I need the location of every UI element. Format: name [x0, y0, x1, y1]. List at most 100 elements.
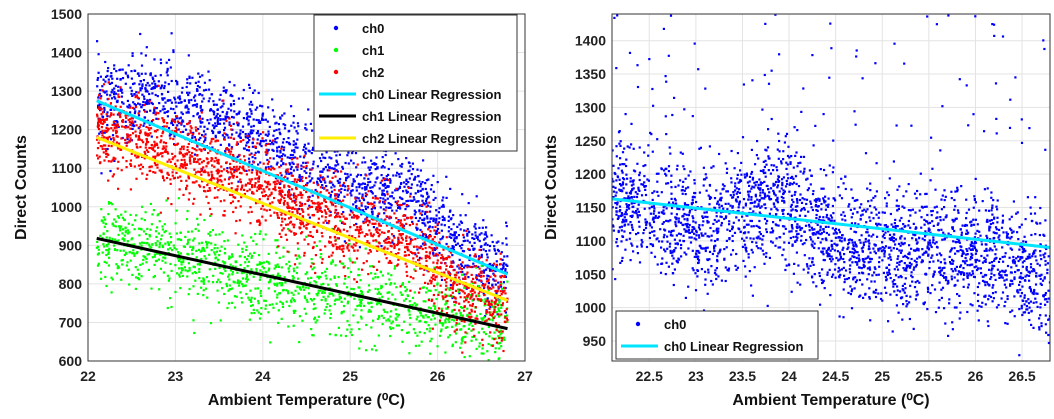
data-point-ch1 [159, 220, 161, 222]
data-point-ch1 [158, 232, 160, 234]
data-point-ch2 [236, 141, 238, 143]
data-point-ch2 [285, 224, 287, 226]
data-point-ch0 [457, 243, 459, 245]
legend-label: ch0 Linear Regression [362, 87, 501, 102]
data-point-ch0 [258, 92, 260, 94]
data-point-ch1 [370, 302, 372, 304]
data-point-ch2 [475, 295, 477, 297]
data-point-ch2 [232, 154, 234, 156]
data-point-ch2 [217, 140, 219, 142]
data-point-ch2 [414, 252, 416, 254]
data-point-ch2 [104, 148, 106, 150]
data-point-ch1 [261, 271, 263, 273]
data-point-ch2 [148, 127, 150, 129]
data-point-ch1 [405, 290, 407, 292]
data-point-ch0 [115, 85, 117, 87]
data-point-ch0 [321, 184, 323, 186]
data-point-ch0 [223, 129, 225, 131]
data-point-ch0 [137, 103, 139, 105]
data-point-ch1 [498, 357, 500, 359]
data-point-ch0 [376, 178, 378, 180]
data-point-ch1 [196, 218, 198, 220]
data-point-ch1 [200, 287, 202, 289]
data-point-ch1 [315, 281, 317, 283]
data-point-ch1 [193, 237, 195, 239]
data-point-ch1 [265, 304, 267, 306]
data-point-ch1 [442, 324, 444, 326]
data-point-ch2 [401, 242, 403, 244]
data-point-ch0 [450, 217, 452, 219]
data-point-ch2 [341, 248, 343, 250]
data-point-ch2 [117, 123, 119, 125]
data-point-ch2 [228, 178, 230, 180]
data-point-ch2 [175, 127, 177, 129]
data-point-ch0 [330, 186, 332, 188]
data-point-ch1 [398, 324, 400, 326]
data-point-ch1 [310, 277, 312, 279]
data-point-ch2 [334, 176, 336, 178]
data-point-ch0 [480, 245, 482, 247]
data-point-ch2 [430, 282, 432, 284]
data-point-ch2 [346, 194, 348, 196]
data-point-ch0 [267, 135, 269, 137]
data-point-ch2 [149, 100, 151, 102]
data-point-ch2 [339, 260, 341, 262]
data-point-ch0 [461, 244, 463, 246]
data-point-ch0 [230, 109, 232, 111]
x-tick-label: 24.5 [822, 368, 849, 384]
data-point-ch2 [159, 141, 161, 143]
data-point-ch2 [279, 233, 281, 235]
data-point-ch0 [478, 279, 480, 281]
data-point-ch0 [240, 129, 242, 131]
data-point-ch0 [323, 168, 325, 170]
x-tick-label: 23.5 [729, 368, 756, 384]
data-point-ch0 [296, 169, 298, 171]
data-point-ch0 [375, 156, 377, 158]
data-point-ch1 [330, 263, 332, 265]
data-point-ch2 [152, 149, 154, 151]
data-point-ch0 [188, 99, 190, 101]
data-point-ch2 [273, 212, 275, 214]
data-point-ch2 [387, 242, 389, 244]
data-point-ch2 [437, 294, 439, 296]
data-point-ch1 [154, 254, 156, 256]
data-point-ch0 [485, 269, 487, 271]
data-point-ch1 [125, 253, 127, 255]
data-point-ch2 [192, 203, 194, 205]
data-point-ch0 [316, 181, 318, 183]
data-point-ch2 [105, 150, 107, 152]
data-point-ch2 [259, 198, 261, 200]
data-point-ch2 [424, 282, 426, 284]
data-point-ch2 [436, 262, 438, 264]
data-point-ch0 [161, 85, 163, 87]
data-point-ch1 [214, 257, 216, 259]
data-point-ch2 [278, 182, 280, 184]
data-point-ch2 [467, 248, 469, 250]
data-point-ch0 [175, 101, 177, 103]
data-point-ch2 [232, 201, 234, 203]
data-point-ch2 [496, 329, 498, 331]
data-point-ch0 [101, 85, 103, 87]
data-point-ch0 [298, 176, 300, 178]
data-point-ch2 [274, 186, 276, 188]
data-point-ch2 [446, 236, 448, 238]
data-point-ch2 [486, 311, 488, 313]
data-point-ch2 [476, 317, 478, 319]
data-point-ch2 [311, 200, 313, 202]
data-point-ch1 [478, 345, 480, 347]
data-point-ch0 [405, 157, 407, 159]
data-point-ch2 [427, 283, 429, 285]
data-point-ch0 [496, 260, 498, 262]
data-point-ch1 [365, 349, 367, 351]
data-point-ch1 [162, 228, 164, 230]
data-point-ch1 [281, 302, 283, 304]
data-point-ch2 [121, 169, 123, 171]
data-point-ch0 [290, 172, 292, 174]
data-point-ch0 [170, 108, 172, 110]
data-point-ch2 [473, 298, 475, 300]
data-point-ch0 [417, 200, 419, 202]
data-point-ch2 [416, 255, 418, 257]
data-point-ch1 [497, 307, 499, 309]
data-point-ch1 [414, 291, 416, 293]
data-point-ch0 [387, 198, 389, 200]
